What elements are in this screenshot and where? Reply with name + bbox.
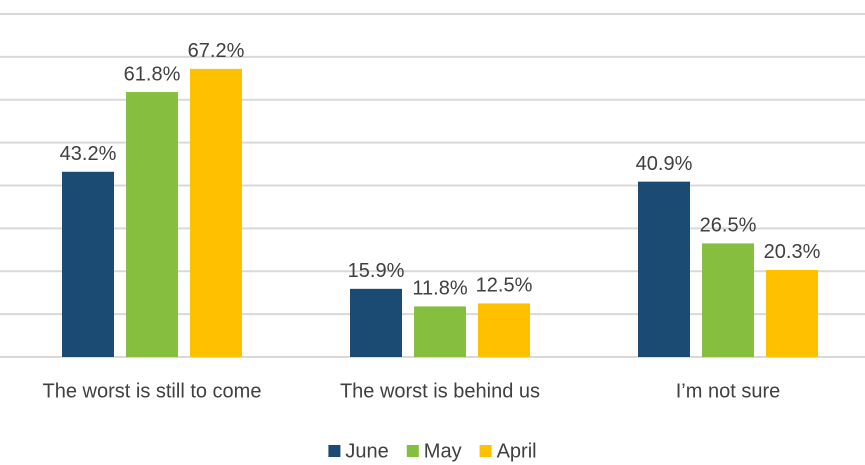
bar — [766, 269, 818, 357]
bar — [190, 68, 242, 357]
x-tick-label: The worst is still to come — [43, 380, 262, 402]
data-label: 61.8% — [124, 63, 181, 85]
data-label: 67.2% — [188, 40, 245, 62]
legend-swatch — [406, 445, 419, 457]
legend-swatch — [479, 445, 492, 457]
data-label: 15.9% — [348, 260, 405, 282]
data-label: 11.8% — [412, 278, 467, 300]
bar — [478, 303, 530, 357]
legend-label: April — [497, 440, 537, 462]
legend-label: June — [345, 440, 388, 462]
x-tick-label: The worst is behind us — [340, 380, 540, 402]
legend-label: May — [424, 440, 462, 462]
data-label: 43.2% — [60, 143, 117, 165]
bar — [62, 171, 114, 357]
data-label: 26.5% — [700, 215, 757, 237]
bar — [414, 306, 466, 357]
bar — [702, 243, 754, 357]
bar — [350, 288, 402, 357]
data-label: 40.9% — [636, 153, 693, 175]
bar — [126, 92, 178, 357]
data-label: 12.5% — [476, 275, 533, 297]
x-tick-label: I’m not sure — [676, 380, 780, 402]
bar — [638, 181, 690, 357]
data-label: 20.3% — [764, 241, 821, 263]
legend-swatch — [328, 445, 341, 457]
